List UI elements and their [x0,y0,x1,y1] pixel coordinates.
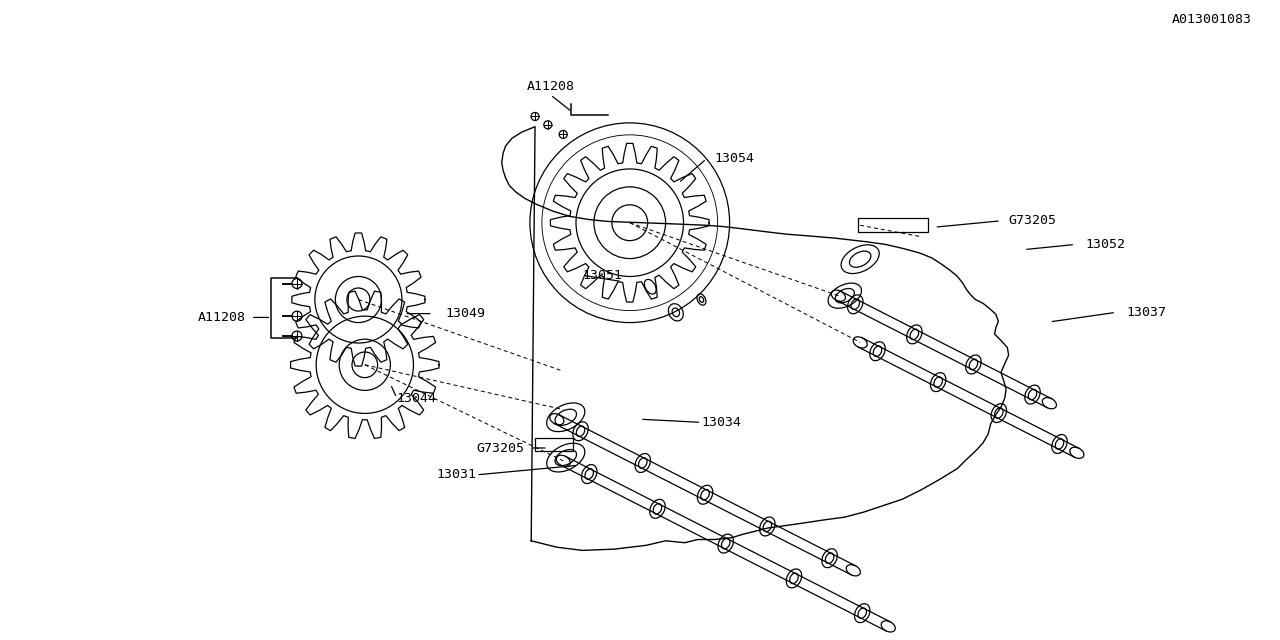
Text: A11208: A11208 [197,311,246,324]
Text: 13044: 13044 [397,392,436,404]
Text: 13054: 13054 [714,152,754,165]
Text: A013001083: A013001083 [1172,13,1252,26]
Text: A11208: A11208 [526,80,575,93]
Text: G73205: G73205 [476,442,525,454]
Text: 13037: 13037 [1126,306,1166,319]
Text: G73205: G73205 [1009,214,1057,227]
Text: 13049: 13049 [445,307,485,320]
Text: 13034: 13034 [701,416,741,429]
Text: 13031: 13031 [436,468,476,481]
Bar [535,438,573,451]
Text: 13052: 13052 [1085,238,1125,251]
Bar [858,218,928,232]
Text: 13051: 13051 [582,269,622,282]
